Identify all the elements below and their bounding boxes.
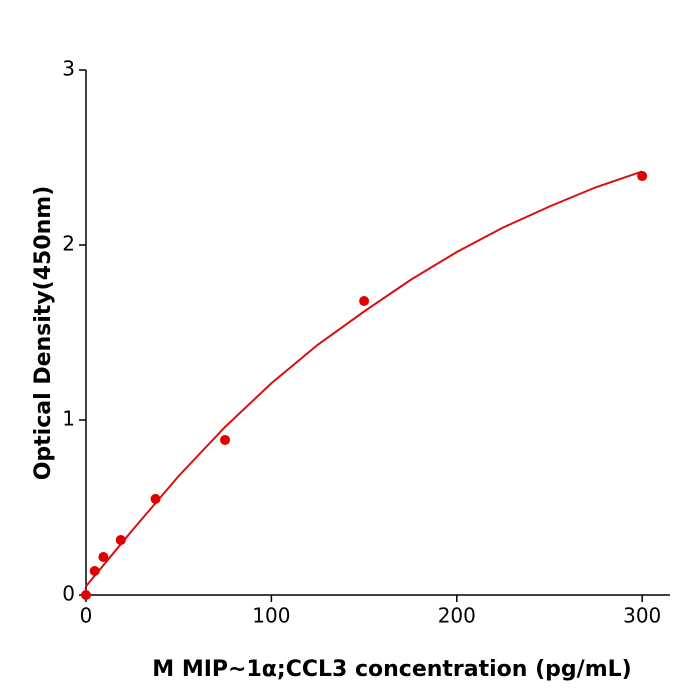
- data-point: [359, 296, 370, 306]
- y-tick-label: 2: [62, 232, 75, 256]
- data-point: [220, 434, 231, 445]
- data-point: [98, 552, 109, 563]
- y-tick-label: 1: [62, 407, 75, 431]
- x-tick-label: 200: [438, 604, 476, 628]
- y-axis-label: Optical Density(450nm): [31, 186, 56, 481]
- y-tick-label: 0: [62, 582, 75, 606]
- x-axis-label: M MIP~1α;CCL3 concentration (pg/mL): [152, 657, 631, 682]
- data-point: [81, 590, 91, 600]
- data-point: [150, 493, 161, 504]
- x-tick-label: 100: [252, 604, 290, 628]
- fit-curve: [85, 170, 643, 587]
- data-point: [89, 566, 100, 577]
- x-tick-label: 0: [80, 604, 93, 628]
- data-point: [115, 535, 126, 546]
- data-point: [637, 171, 648, 182]
- y-tick-label: 3: [62, 57, 75, 81]
- x-tick-label: 300: [623, 604, 661, 628]
